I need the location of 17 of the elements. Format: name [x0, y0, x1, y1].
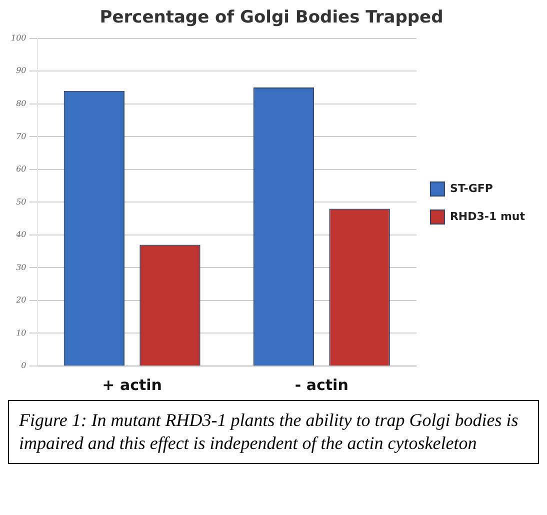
y-tick-label: 50 [16, 197, 26, 206]
y-tick-label: 20 [15, 296, 26, 305]
chart-title: Percentage of Golgi Bodies Trapped [100, 8, 444, 28]
y-tick-label: 60 [16, 164, 26, 174]
y-tick-label: 30 [16, 262, 26, 272]
y-tick-label: 80 [16, 99, 26, 108]
y-tick-label: 0 [21, 361, 26, 370]
caption: Figure 1: In mutant RHD3-1 plants the ability to trap Golgi bodies is impaired and this effect is independent of the actin cytoskeleton [8, 400, 539, 464]
y-tick-label: 70 [16, 132, 26, 141]
legend-label: ST-GFP [450, 182, 493, 195]
legend-label: RHD3-1 mut [450, 210, 525, 223]
y-tick-label: 40 [15, 230, 26, 240]
y-tick-label: 90 [16, 66, 26, 76]
x-tick-label: + actin [102, 376, 162, 394]
y-tick-label: 10 [16, 328, 26, 338]
y-tick-label: 100 [10, 33, 26, 42]
x-tick-label: - actin [294, 376, 348, 394]
